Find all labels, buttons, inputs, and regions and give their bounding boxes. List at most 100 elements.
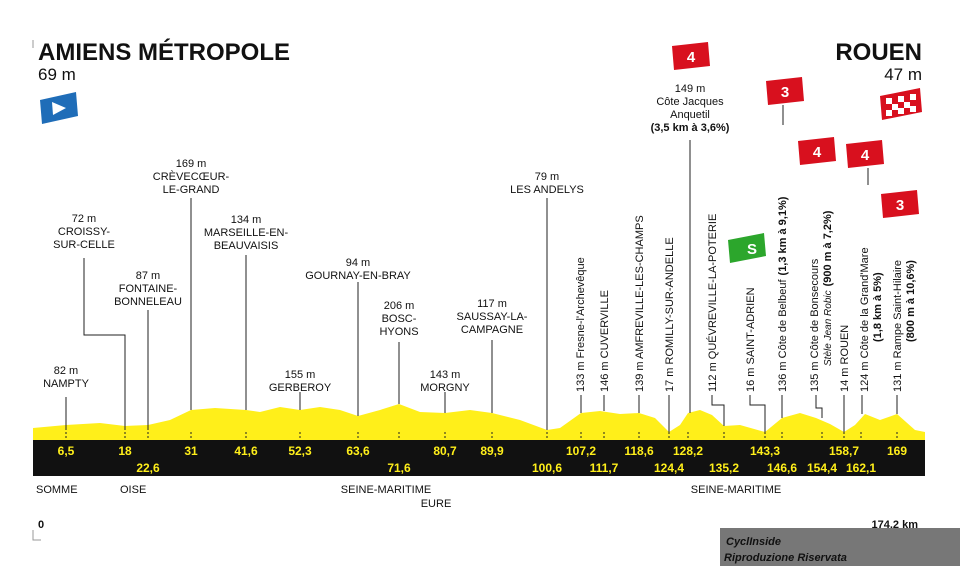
waypoint-label: 146 m CUVERVILLE	[599, 290, 611, 392]
climb-category: 4	[861, 147, 870, 164]
climb-category: 4	[813, 144, 822, 161]
waypoint-name: (3,5 km à 3,6%)	[651, 122, 730, 134]
region-label: SEINE-MARITIME	[341, 484, 431, 496]
waypoint-name: LES ANDELYS	[510, 184, 584, 196]
waypoint-name: BEAUVAISIS	[214, 240, 279, 252]
vertical-waypoint: 112 m QUÉVREVILLE-LA-POTERIE	[706, 214, 719, 392]
vertical-waypoint: 139 m AMFREVILLE-LES-CHAMPS	[634, 215, 646, 392]
region-label: SOMME	[36, 484, 78, 496]
waypoint-label: 133 m Fresne-l'Archevêque	[575, 257, 587, 392]
waypoint-note: Stèle Jean Robic	[823, 290, 834, 366]
climb-badge	[672, 42, 710, 70]
climb-badge	[766, 77, 804, 105]
km-label: 135,2	[709, 461, 739, 475]
waypoint-label: 135 m Côte de Bonsecours	[809, 258, 821, 392]
waypoint-altitude: 155 m	[285, 369, 316, 381]
waypoint-label: 136 m Côte de Belbeuf	[777, 279, 789, 392]
vertical-waypoint: 131 m Rampe Saint-Hilaire	[892, 260, 904, 392]
profile	[33, 404, 925, 440]
start-altitude: 69 m	[38, 65, 76, 84]
km-label: 41,6	[234, 444, 258, 458]
km-label: 52,3	[288, 444, 312, 458]
waypoint-detail: (1,8 km à 5%)	[872, 272, 884, 342]
waypoint-leader	[815, 395, 823, 418]
km-label: 89,9	[480, 444, 504, 458]
waypoint-altitude: 143 m	[430, 369, 461, 381]
km-label: 6,5	[58, 444, 75, 458]
waypoint-name: GERBEROY	[269, 382, 332, 394]
finish-altitude: 47 m	[884, 65, 922, 84]
vertical-waypoint: 17 m ROMILLY-SUR-ANDELLE	[664, 237, 676, 392]
km-label: 111,7	[590, 461, 619, 475]
waypoint-altitude: 206 m	[384, 300, 415, 312]
finish-name: ROUEN	[835, 39, 922, 66]
watermark-brand: CyclInside	[726, 536, 781, 548]
km-label: 107,2	[566, 444, 596, 458]
sprint-badge	[728, 233, 766, 263]
vertical-waypoint: 14 m ROUEN	[839, 325, 851, 392]
waypoint-name: BONNELEAU	[114, 296, 182, 308]
km-label: 71,6	[387, 461, 411, 475]
waypoint-altitude: 169 m	[176, 158, 207, 170]
waypoint-name: SUR-CELLE	[53, 239, 115, 251]
waypoint-altitude: 72 m	[72, 213, 96, 225]
climb-badge	[846, 140, 884, 168]
km-label: 63,6	[346, 444, 370, 458]
climb-category: 4	[687, 49, 696, 66]
km-label: 162,1	[846, 461, 876, 475]
waypoint-name: Anquetil	[670, 109, 710, 121]
vertical-waypoint: 124 m Côte de la Grand'Mare	[859, 247, 871, 392]
watermark: CyclInside Riproduzione Riservata	[720, 528, 960, 566]
climb-category: 3	[781, 84, 789, 101]
km-label: 128,2	[673, 444, 703, 458]
waypoint-altitude: 87 m	[136, 270, 160, 282]
vertical-waypoint: 146 m CUVERVILLE	[599, 290, 611, 392]
waypoint-label: 14 m ROUEN	[839, 325, 851, 392]
km-label: 124,4	[654, 461, 684, 475]
climb-category: 3	[896, 197, 904, 214]
waypoint-name: MORGNY	[420, 382, 470, 394]
region-label: SEINE-MARITIME	[691, 484, 781, 496]
waypoint-name: SAUSSAY-LA-	[457, 311, 528, 323]
vertical-waypoint: 16 m SAINT-ADRIEN	[745, 287, 757, 392]
start-name: AMIENS MÉTROPOLE	[38, 38, 290, 66]
km-label: 158,7	[829, 444, 859, 458]
waypoint-leader	[749, 395, 766, 432]
vertical-waypoint-note: Stèle Jean Robic (900 m à 7,2%)	[822, 210, 834, 366]
km-label: 118,6	[624, 444, 654, 458]
vertical-waypoint: 133 m Fresne-l'Archevêque	[575, 257, 587, 392]
vertical-waypoint: 135 m Côte de Bonsecours	[809, 258, 821, 392]
sprint-label: S	[747, 241, 757, 258]
distance-start: 0	[38, 519, 44, 531]
waypoint-altitude: 149 m	[675, 83, 706, 95]
km-label: 169	[887, 444, 907, 458]
waypoint-label: 139 m AMFREVILLE-LES-CHAMPS	[634, 215, 646, 392]
waypoint-detail: (900 m à 7,2%)	[822, 210, 834, 286]
waypoint-name: CAMPAGNE	[461, 324, 523, 336]
waypoint-name: HYONS	[379, 326, 418, 338]
waypoint-label: 17 m ROMILLY-SUR-ANDELLE	[664, 237, 676, 392]
waypoint-label: 16 m SAINT-ADRIEN	[745, 287, 757, 392]
waypoint-detail: (1,3 km à 9,1%)	[777, 196, 789, 275]
waypoint-name: CROISSY-	[58, 226, 111, 238]
waypoint-detail: (800 m à 10,6%)	[905, 260, 917, 342]
start-flag	[40, 92, 78, 124]
waypoint-name: GOURNAY-EN-BRAY	[305, 270, 411, 282]
waypoint-name: MARSEILLE-EN-	[204, 227, 289, 239]
km-label: 100,6	[532, 461, 562, 475]
waypoint-altitude: 134 m	[231, 214, 262, 226]
km-band	[33, 440, 925, 476]
waypoint-altitude: 94 m	[346, 257, 370, 269]
climb-badge	[798, 137, 836, 165]
waypoint-name: CRÈVECŒUR-	[153, 170, 230, 183]
waypoint-label: 112 m QUÉVREVILLE-LA-POTERIE	[706, 214, 719, 392]
finish-flag	[880, 88, 922, 120]
km-label: 22,6	[136, 461, 160, 475]
waypoint-leader	[711, 395, 725, 426]
vertical-waypoint: 136 m Côte de Belbeuf (1,3 km à 9,1%)	[777, 196, 789, 392]
km-label: 154,4	[807, 461, 837, 475]
waypoint-name: LE-GRAND	[163, 184, 220, 196]
climb-badge	[881, 190, 919, 218]
waypoint-label: 131 m Rampe Saint-Hilaire	[892, 260, 904, 392]
